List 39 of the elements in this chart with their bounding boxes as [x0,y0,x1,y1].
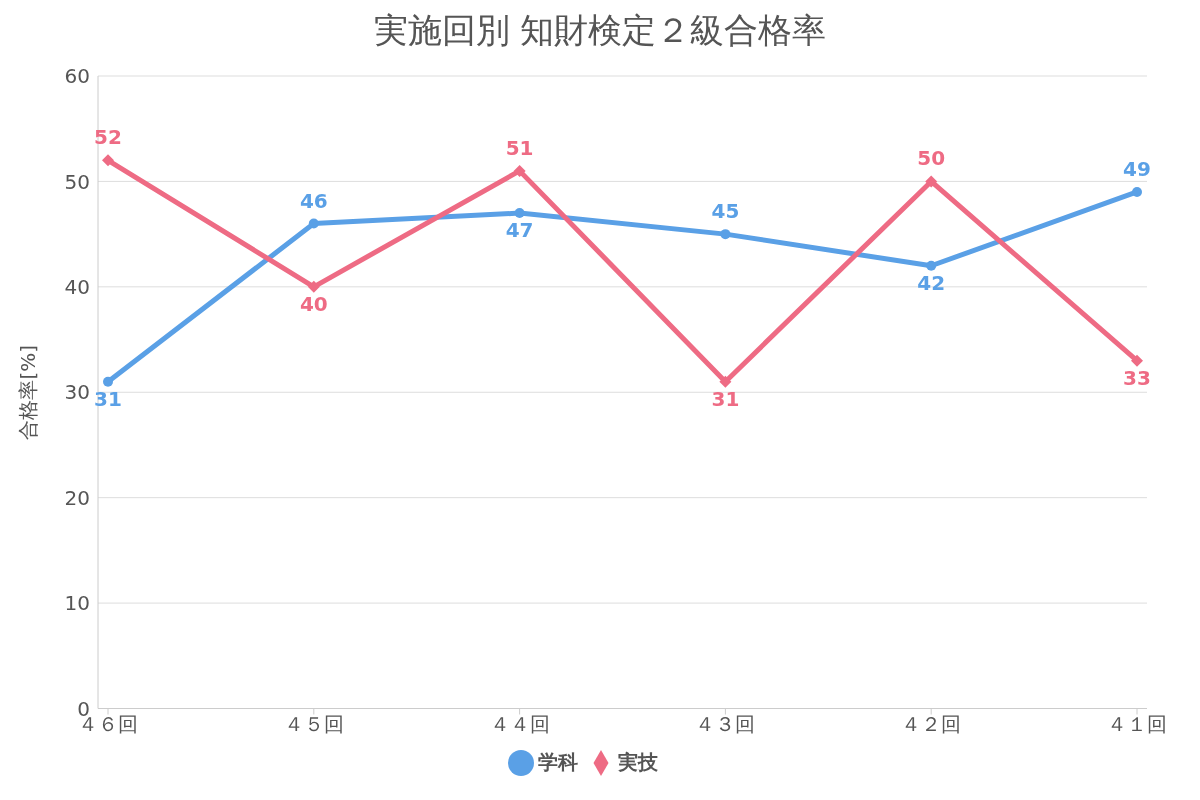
data-label: 49 [1123,156,1151,181]
point [926,260,937,271]
y-tick-label: 30 [64,380,90,405]
point [307,280,320,293]
y-axis-title: 合格率[%] [16,344,41,440]
x-tick-label: ４１回 [1107,711,1167,736]
data-label: 42 [917,270,946,295]
x-tick-label: ４５回 [283,711,344,736]
point [719,375,732,388]
point [1131,354,1143,367]
point [308,218,319,229]
point [514,208,525,219]
data-label: 31 [94,386,122,411]
data-label: 50 [917,146,946,171]
data-label: 45 [711,199,740,224]
y-tick-label: 10 [64,591,90,616]
data-label: 47 [505,218,534,243]
x-tick-label: ４４回 [489,711,550,736]
legend-label: 実技 [617,749,658,774]
point [513,164,526,177]
y-tick-label: 20 [64,485,90,510]
data-label: 46 [299,188,328,213]
data-label: 40 [299,291,328,316]
point [103,376,113,387]
data-label: 31 [711,386,740,411]
y-tick-label: 50 [64,169,90,194]
data-label: 33 [1123,365,1151,390]
point [102,154,114,167]
y-tick-label: 40 [64,274,90,299]
point [925,175,938,188]
legend-label: 学科 [537,749,578,774]
x-tick-label: ４２回 [901,711,962,736]
x-tick-label: ４３回 [695,711,756,736]
y-tick-label: 60 [64,64,90,89]
data-label: 52 [94,125,122,150]
chart-title: 実施回別 知財検定２級合格率 [372,9,828,52]
data-label: 51 [505,135,534,160]
point [1132,186,1142,197]
point [720,229,731,240]
